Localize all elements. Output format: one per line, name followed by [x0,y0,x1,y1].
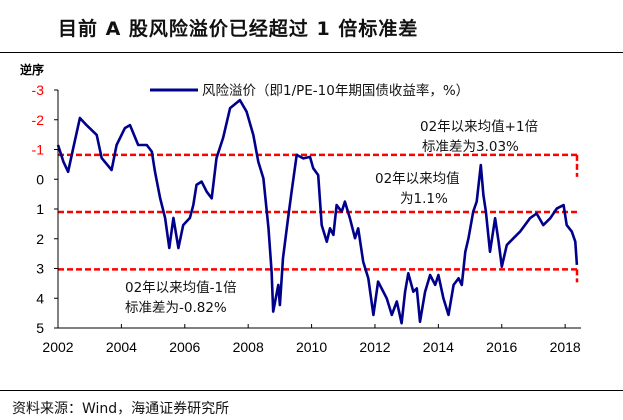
risk-premium-line [56,98,579,325]
x-tick-label: 2010 [296,339,327,355]
x-tick-label: 2014 [423,339,454,355]
annotation-upper-line2: 标准差为3.03% [422,139,519,155]
y-tick-label: 5 [36,320,44,336]
x-tick-label: 2018 [550,339,581,355]
top-divider [0,52,623,53]
y-tick-label: 1 [36,201,44,217]
y-tick-label: 0 [36,171,44,187]
annotation-lower-line1: 02年以来均值-1倍 [125,280,237,296]
x-tick-label: 2012 [359,339,390,355]
annotation-upper-line1: 02年以来均值+1倍 [420,119,538,135]
y-tick-label: 2 [36,231,44,247]
x-tick-label: 2016 [486,339,517,355]
x-tick-label: 2008 [233,339,264,355]
legend-label: 风险溢价（即1/PE-10年期国债收益率，%） [202,82,469,99]
y-tick-label: -1 [32,142,45,158]
annotation-lower-line2: 标准差为-0.82% [125,300,227,316]
y-tick-label: -2 [32,112,45,128]
annotation-mean-line2: 为1.1% [400,191,448,207]
y-tick-label: 3 [36,261,44,277]
x-tick-label: 2002 [42,339,73,355]
source-note: 资料来源：Wind，海通证券研究所 [12,401,230,417]
chart-title: 目前 A 股风险溢价已经超过 1 倍标准差 [58,18,419,40]
x-tick-label: 2006 [169,339,200,355]
bottom-divider [0,390,623,391]
annotation-mean-line1: 02年以来均值 [375,171,460,187]
y-axis-label: 逆序 [20,62,44,77]
y-tick-label: -3 [32,82,45,98]
x-tick-label: 2004 [106,339,137,355]
y-tick-label: 4 [36,290,44,306]
